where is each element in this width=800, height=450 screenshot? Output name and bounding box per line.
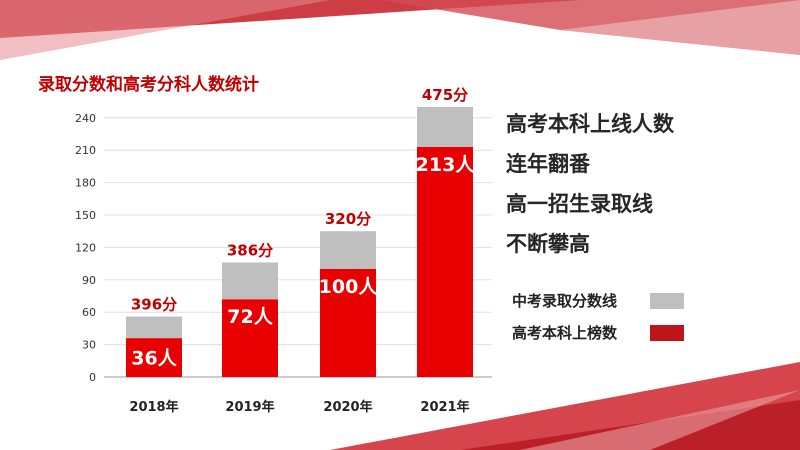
x-category-label: 2021年 [420,399,469,415]
bar-count-label: 72人 [227,306,273,328]
side-text-2: 连年翻番 [506,152,590,176]
side-text-4: 不断攀高 [506,232,590,256]
legend-swatch-count [650,325,684,341]
bar-segment [417,146,473,377]
x-category-label: 2018年 [129,399,178,415]
chart-title: 录取分数和高考分科人数统计 [38,75,259,95]
legend-swatch-score [650,293,684,309]
x-category-label: 2020年 [323,399,372,415]
legend-label-count: 高考本科上榜数 [512,324,618,342]
bar-segment [126,316,182,339]
bar-segment [417,107,473,147]
bar-score-label: 475分 [422,86,468,104]
side-text-1: 高考本科上线人数 [506,112,674,136]
y-tick-label: 180 [75,177,96,190]
bar-count-label: 100人 [319,276,379,298]
y-tick-label: 60 [82,306,96,319]
y-tick-label: 240 [75,112,96,125]
bar-segment [126,338,182,377]
bar-segment [320,269,376,377]
bar-count-label: 36人 [131,348,177,370]
bar-score-label: 396分 [131,296,177,314]
y-tick-label: 30 [82,339,96,352]
y-tick-label: 120 [75,241,96,254]
y-tick-label: 90 [82,274,96,287]
x-category-label: 2019年 [225,399,274,415]
y-tick-label: 0 [89,371,96,384]
bar-count-label: 213人 [416,154,476,176]
bar-segment [222,299,278,377]
legend-label-score: 中考录取分数线 [512,292,618,310]
bar-score-label: 386分 [227,242,273,260]
y-tick-label: 210 [75,144,96,157]
bar-segment [222,262,278,300]
bar-score-label: 320分 [325,210,371,228]
side-text-3: 高一招生录取线 [506,192,653,216]
bar-segment [320,231,376,269]
y-tick-label: 150 [75,209,96,222]
